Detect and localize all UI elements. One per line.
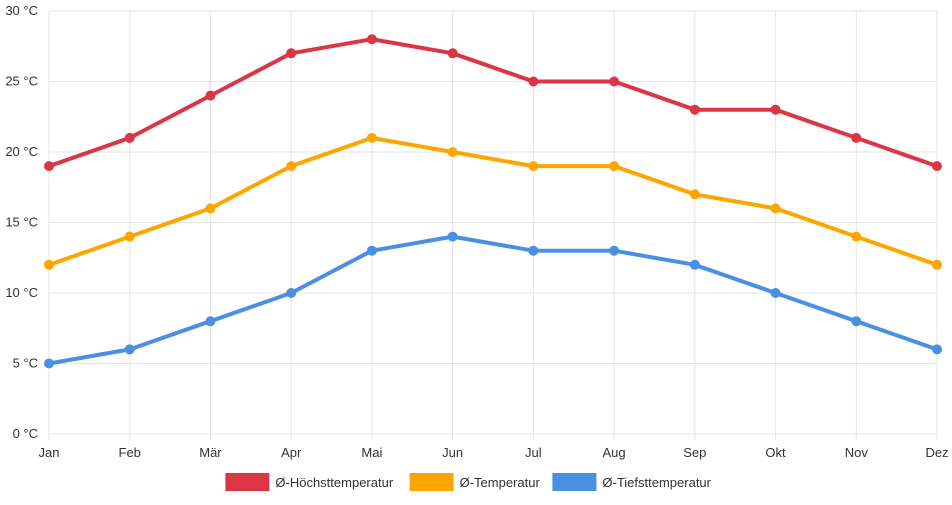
legend-label: Ø-Höchsttemperatur bbox=[275, 475, 393, 490]
legend-swatch bbox=[225, 473, 270, 491]
data-point[interactable] bbox=[609, 161, 620, 172]
series-layer bbox=[44, 34, 942, 369]
data-point[interactable] bbox=[689, 189, 700, 200]
x-tick-label: Mai bbox=[361, 445, 382, 460]
x-tick-label: Dez bbox=[925, 445, 948, 460]
data-point[interactable] bbox=[447, 48, 458, 59]
series-group bbox=[44, 132, 942, 270]
data-point[interactable] bbox=[689, 259, 700, 270]
data-point[interactable] bbox=[205, 90, 216, 101]
series-line bbox=[47, 234, 939, 366]
data-point[interactable] bbox=[851, 316, 862, 327]
data-point[interactable] bbox=[528, 161, 539, 172]
series-line bbox=[47, 135, 939, 267]
data-point[interactable] bbox=[609, 245, 620, 256]
legend-swatch bbox=[409, 473, 454, 491]
legend-label: Ø-Temperatur bbox=[460, 475, 541, 490]
x-tick-label: Jan bbox=[39, 445, 60, 460]
data-point[interactable] bbox=[528, 76, 539, 87]
data-point[interactable] bbox=[124, 132, 135, 143]
x-tick-label: Jun bbox=[442, 445, 463, 460]
data-point[interactable] bbox=[286, 48, 297, 59]
x-tick-label: Aug bbox=[603, 445, 626, 460]
data-point[interactable] bbox=[124, 231, 135, 242]
series-line bbox=[47, 37, 939, 169]
data-point[interactable] bbox=[770, 203, 781, 214]
data-point[interactable] bbox=[366, 132, 377, 143]
data-point[interactable] bbox=[366, 34, 377, 45]
legend-swatch bbox=[552, 473, 597, 491]
y-tick-label: 0 °C bbox=[13, 426, 38, 441]
data-point[interactable] bbox=[44, 161, 54, 172]
data-point[interactable] bbox=[447, 231, 458, 242]
grid-layer bbox=[48, 10, 938, 440]
legend-item[interactable]: Ø-Temperatur bbox=[409, 473, 541, 491]
y-tick-label: 15 °C bbox=[5, 215, 38, 230]
y-tick-label: 30 °C bbox=[5, 3, 38, 18]
data-point[interactable] bbox=[528, 245, 539, 256]
series-group bbox=[44, 231, 942, 369]
x-tick-label: Okt bbox=[765, 445, 786, 460]
data-point[interactable] bbox=[205, 316, 216, 327]
axis-layer: 0 °C 5 °C 10 °C 15 °C 20 °C 25 °C 30 °C Jan Feb M… bbox=[5, 3, 948, 460]
data-point[interactable] bbox=[932, 344, 942, 355]
data-point[interactable] bbox=[44, 259, 54, 270]
y-tick-label: 5 °C bbox=[13, 356, 38, 371]
y-tick-label: 10 °C bbox=[5, 285, 38, 300]
y-tick-label: 20 °C bbox=[5, 144, 38, 159]
series-group bbox=[44, 34, 942, 172]
x-tick-label: Feb bbox=[119, 445, 141, 460]
data-point[interactable] bbox=[770, 288, 781, 298]
data-point[interactable] bbox=[205, 203, 216, 214]
legend-label: Ø-Tiefsttemperatur bbox=[602, 475, 711, 490]
data-point[interactable] bbox=[932, 161, 942, 172]
data-point[interactable] bbox=[44, 358, 54, 369]
data-point[interactable] bbox=[286, 161, 297, 172]
data-point[interactable] bbox=[689, 104, 700, 115]
x-tick-label: Sep bbox=[683, 445, 706, 460]
x-tick-label: Jul bbox=[525, 445, 542, 460]
x-tick-label: Nov bbox=[845, 445, 869, 460]
legend-item[interactable]: Ø-Tiefsttemperatur bbox=[552, 473, 712, 491]
legend-item[interactable]: Ø-Höchsttemperatur bbox=[225, 473, 394, 491]
data-point[interactable] bbox=[851, 231, 862, 242]
data-point[interactable] bbox=[124, 344, 135, 355]
data-point[interactable] bbox=[851, 132, 862, 143]
data-point[interactable] bbox=[609, 76, 620, 87]
x-tick-label: Apr bbox=[281, 445, 302, 460]
x-tick-label: Mär bbox=[199, 445, 222, 460]
data-point[interactable] bbox=[932, 259, 942, 270]
data-point[interactable] bbox=[770, 104, 781, 115]
data-point[interactable] bbox=[366, 245, 377, 256]
legend[interactable]: Ø-Höchsttemperatur Ø-Temperatur Ø-Tiefstte… bbox=[225, 473, 712, 491]
y-tick-label: 25 °C bbox=[5, 74, 38, 89]
data-point[interactable] bbox=[447, 147, 458, 157]
data-point[interactable] bbox=[286, 288, 297, 298]
